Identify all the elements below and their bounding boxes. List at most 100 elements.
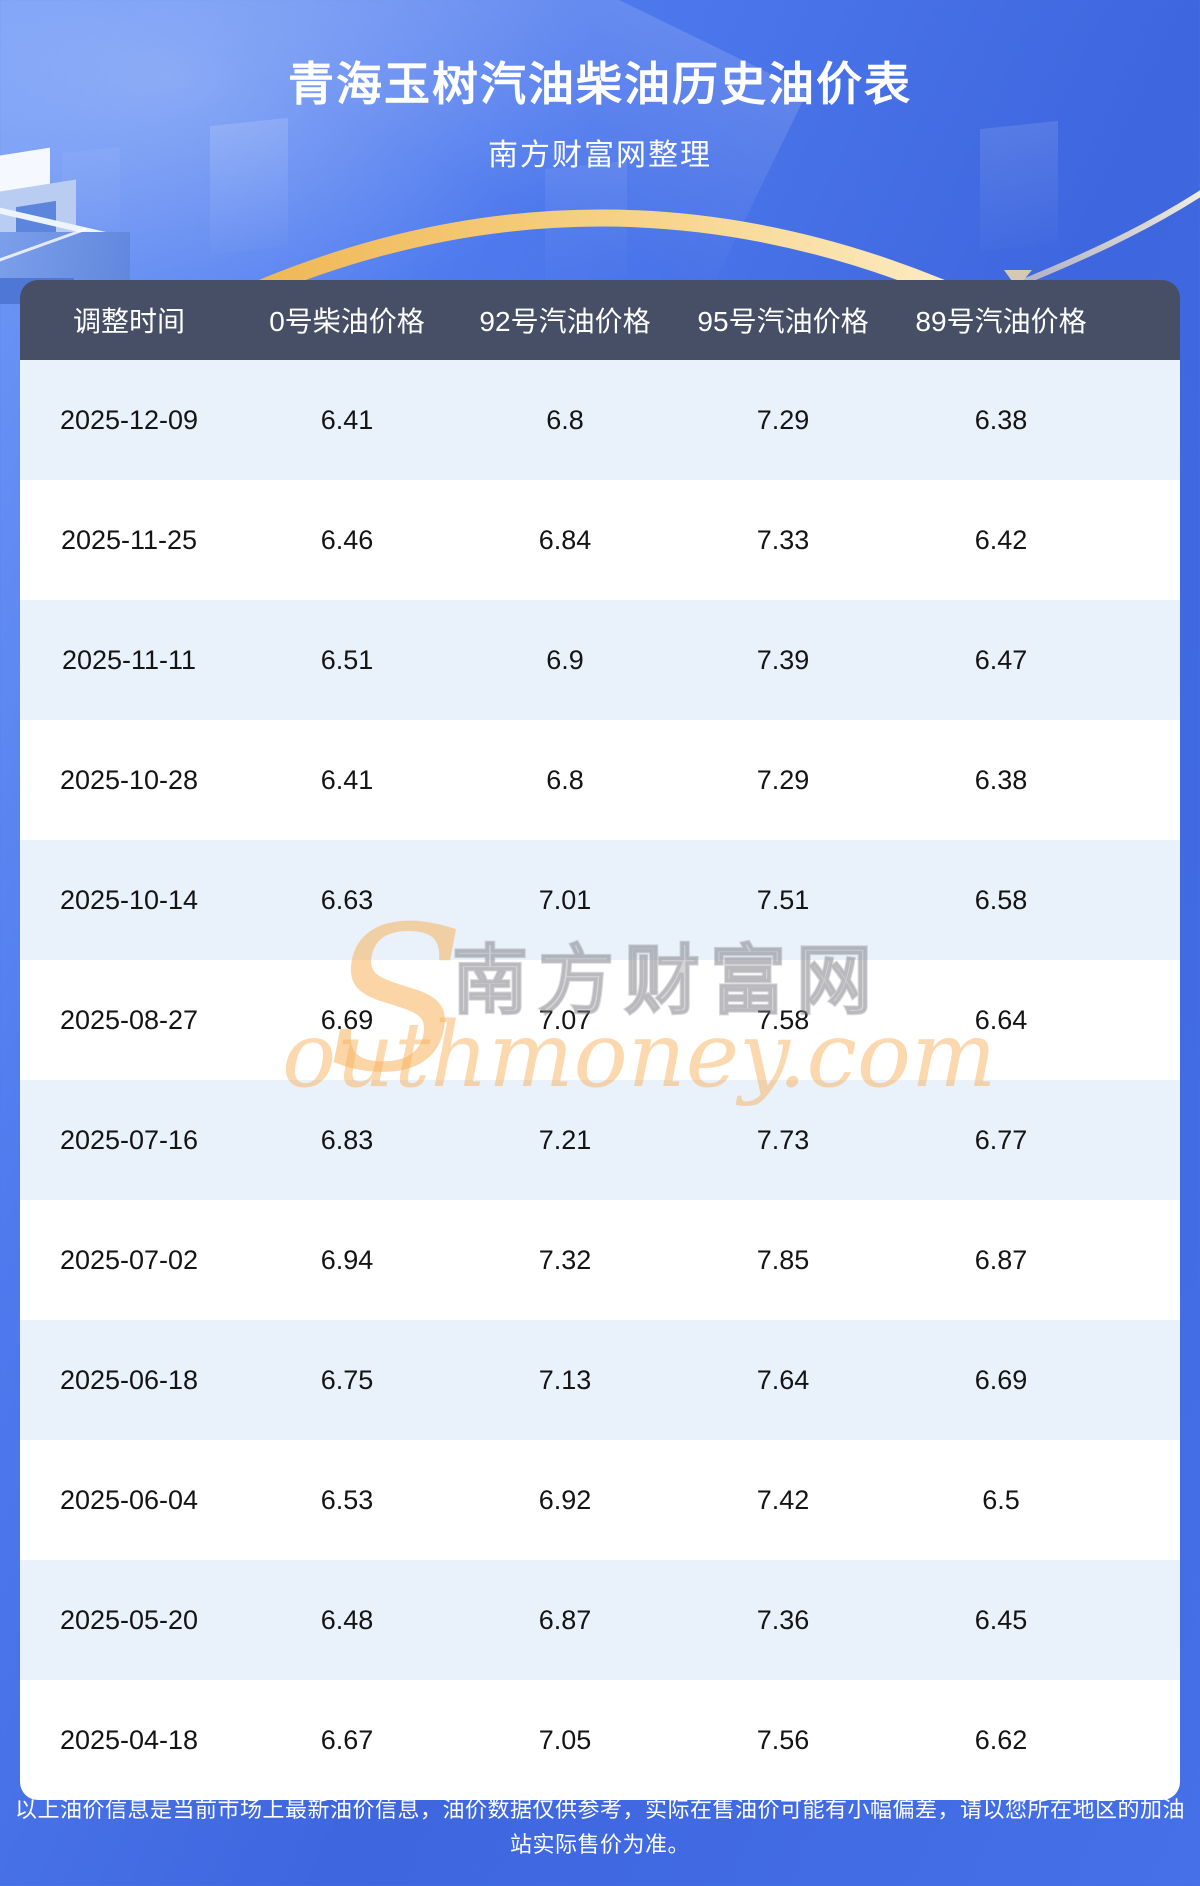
table-row: 2025-11-11 6.51 6.9 7.39 6.47 [20,600,1180,720]
price-cell: 6.48 [320,1604,374,1635]
price-cell: 6.92 [538,1484,592,1515]
price-cell: 6.42 [974,524,1028,555]
col-header-gas-92: 92号汽油价格 [456,280,674,360]
date-cell: 2025-04-18 [59,1724,199,1755]
date-cell: 2025-06-18 [59,1364,199,1395]
table-row: 2025-05-20 6.48 6.87 7.36 6.45 [20,1560,1180,1680]
table-row: 2025-07-02 6.94 7.32 7.85 6.87 [20,1200,1180,1320]
price-cell: 7.07 [538,1004,592,1035]
filler-cell [1110,1200,1180,1320]
page-title: 青海玉树汽油柴油历史油价表 [288,58,912,110]
price-cell: 6.94 [320,1244,374,1275]
price-cell: 6.5 [982,1484,1020,1515]
building-window [16,200,56,240]
price-cell: 7.29 [756,764,810,795]
date-cell: 2025-08-27 [59,1004,199,1035]
price-cell: 6.41 [320,764,374,795]
date-cell: 2025-11-25 [60,524,198,555]
filler-cell [1110,600,1180,720]
col-header-filler [1110,280,1180,360]
price-cell: 6.45 [974,1604,1028,1635]
price-cell: 7.32 [538,1244,592,1275]
table-row: 2025-07-16 6.83 7.21 7.73 6.77 [20,1080,1180,1200]
price-cell: 6.67 [320,1724,374,1755]
price-cell: 7.33 [756,524,810,555]
price-cell: 6.69 [974,1364,1028,1395]
table-row: 2025-10-28 6.41 6.8 7.29 6.38 [20,720,1180,840]
filler-cell [1110,360,1180,480]
price-cell: 6.87 [538,1604,592,1635]
filler-cell [1110,1320,1180,1440]
filler-cell [1110,1560,1180,1680]
price-cell: 6.8 [546,764,584,795]
table-row: 2025-11-25 6.46 6.84 7.33 6.42 [20,480,1180,600]
filler-cell [1110,1680,1180,1800]
price-cell: 7.58 [756,1004,810,1035]
price-cell: 7.29 [756,404,810,435]
price-cell: 7.13 [538,1364,592,1395]
col-header-diesel-0: 0号柴油价格 [238,280,456,360]
filler-cell [1110,840,1180,960]
price-cell: 6.53 [320,1484,374,1515]
date-cell: 2025-11-11 [61,644,197,675]
price-table-card: 调整时间 0号柴油价格 92号汽油价格 95号汽油价格 89号汽油价格 2025… [20,280,1180,1800]
page-subtitle: 南方财富网整理 [488,139,712,172]
col-header-gas-89: 89号汽油价格 [892,280,1110,360]
table-row: 2025-06-04 6.53 6.92 7.42 6.5 [20,1440,1180,1560]
price-cell: 6.87 [974,1244,1028,1275]
price-cell: 6.58 [974,884,1028,915]
price-cell: 7.36 [756,1604,810,1635]
header-row: 调整时间 0号柴油价格 92号汽油价格 95号汽油价格 89号汽油价格 [20,280,1180,360]
price-cell: 6.77 [974,1124,1028,1155]
footer-disclaimer: 以上油价信息是当前市场上最新油价信息，油价数据仅供参考，实际在售油价可能有小幅偏… [14,1797,1185,1857]
price-cell: 6.46 [320,524,374,555]
table-row: 2025-04-18 6.67 7.05 7.56 6.62 [20,1680,1180,1800]
date-cell: 2025-06-04 [59,1484,199,1515]
date-cell: 2025-07-02 [59,1244,199,1275]
col-header-date: 调整时间 [20,280,238,360]
building-box [0,179,76,245]
glass-panel [545,160,627,285]
price-cell: 6.47 [974,644,1028,675]
price-cell: 7.01 [538,884,592,915]
table-row: 2025-10-14 6.63 7.01 7.51 6.58 [20,840,1180,960]
price-cell: 7.85 [756,1244,810,1275]
filler-cell [1110,480,1180,600]
price-table-header: 调整时间 0号柴油价格 92号汽油价格 95号汽油价格 89号汽油价格 [20,280,1180,360]
date-cell: 2025-10-28 [59,764,199,795]
table-row: 2025-12-09 6.41 6.8 7.29 6.38 [20,360,1180,480]
diagonal-line [0,227,87,262]
price-cell: 6.64 [974,1004,1028,1035]
price-cell: 7.64 [756,1364,810,1395]
filler-cell [1110,1440,1180,1560]
price-table: 调整时间 0号柴油价格 92号汽油价格 95号汽油价格 89号汽油价格 2025… [20,280,1180,1800]
price-cell: 7.05 [538,1724,592,1755]
price-cell: 6.8 [546,404,584,435]
price-cell: 7.21 [538,1124,592,1155]
price-cell: 6.84 [538,524,592,555]
table-row: 2025-06-18 6.75 7.13 7.64 6.69 [20,1320,1180,1440]
price-cell: 7.73 [756,1124,810,1155]
building-edge-highlight [0,207,127,243]
price-cell: 6.75 [320,1364,374,1395]
price-cell: 6.38 [974,404,1028,435]
price-cell: 7.56 [756,1724,810,1755]
price-cell: 7.51 [756,884,810,915]
price-cell: 7.39 [756,644,810,675]
filler-cell [1110,1080,1180,1200]
filler-cell [1110,720,1180,840]
table-row: 2025-08-27 6.69 7.07 7.58 6.64 [20,960,1180,1080]
price-table-body: 2025-12-09 6.41 6.8 7.29 6.38 2025-11-25 6.46 6… [20,360,1180,1800]
date-cell: 2025-12-09 [59,404,199,435]
price-cell: 6.51 [320,644,374,675]
price-cell: 6.62 [974,1724,1028,1755]
date-cell: 2025-10-14 [59,884,199,915]
price-cell: 6.41 [320,404,374,435]
price-cell: 6.63 [320,884,374,915]
price-cell: 6.69 [320,1004,374,1035]
price-cell: 7.42 [756,1484,810,1515]
price-cell: 6.9 [546,644,584,675]
filler-cell [1110,960,1180,1080]
price-cell: 6.38 [974,764,1028,795]
date-cell: 2025-07-16 [59,1124,199,1155]
